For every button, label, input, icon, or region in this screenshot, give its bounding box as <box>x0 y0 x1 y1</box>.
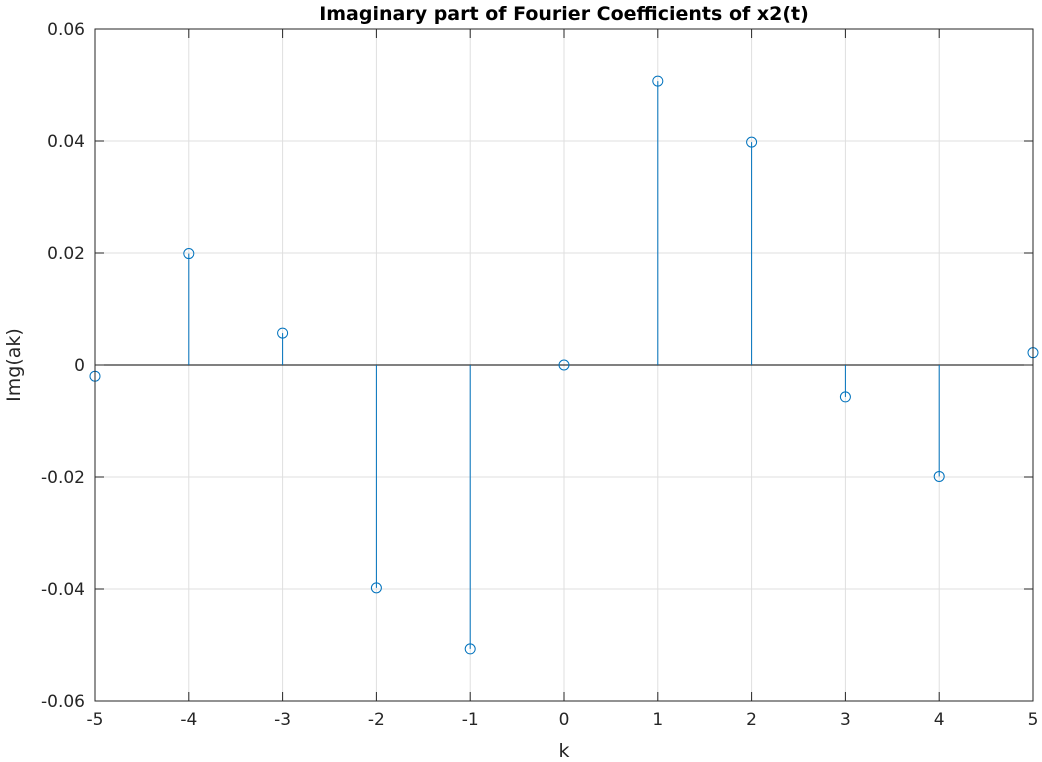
stem-marker <box>839 391 851 403</box>
y-axis-label: Img(ak) <box>3 328 25 402</box>
x-tick-label: 0 <box>559 710 570 730</box>
x-tick-label: -5 <box>87 710 104 730</box>
x-tick-label: 3 <box>840 710 851 730</box>
stem-marker <box>183 248 195 260</box>
x-tick-label: -3 <box>274 710 291 730</box>
x-tick-label: -1 <box>462 710 479 730</box>
axis-ticks: -5 -4 -3 -2 -1 0 1 2 3 4 5 -0.06 -0.04 -0.02 0 0.02 0.04… <box>41 20 1038 730</box>
x-tick-label: 4 <box>934 710 945 730</box>
stem-marker <box>746 136 758 148</box>
x-axis-label: k <box>558 740 569 762</box>
stem-marker <box>933 470 945 482</box>
chart-title: Imaginary part of Fourier Coefficients o… <box>319 3 809 25</box>
y-tick-label: -0.06 <box>41 692 85 712</box>
y-tick-label: 0.02 <box>47 244 85 264</box>
y-tick-label: 0.06 <box>47 20 85 40</box>
stem-marker <box>464 643 476 655</box>
stem-marker <box>558 359 570 371</box>
stem-marker <box>277 327 289 339</box>
y-tick-label: 0.04 <box>47 132 85 152</box>
stem-marker <box>370 582 382 594</box>
x-tick-label: 2 <box>746 710 757 730</box>
y-tick-label: 0 <box>74 356 85 376</box>
x-tick-label: 1 <box>652 710 663 730</box>
y-tick-label: -0.02 <box>41 468 85 488</box>
x-tick-label: 5 <box>1028 710 1039 730</box>
x-tick-label: -4 <box>180 710 197 730</box>
x-tick-label: -2 <box>368 710 385 730</box>
y-tick-label: -0.04 <box>41 580 85 600</box>
stem-marker <box>652 75 664 87</box>
